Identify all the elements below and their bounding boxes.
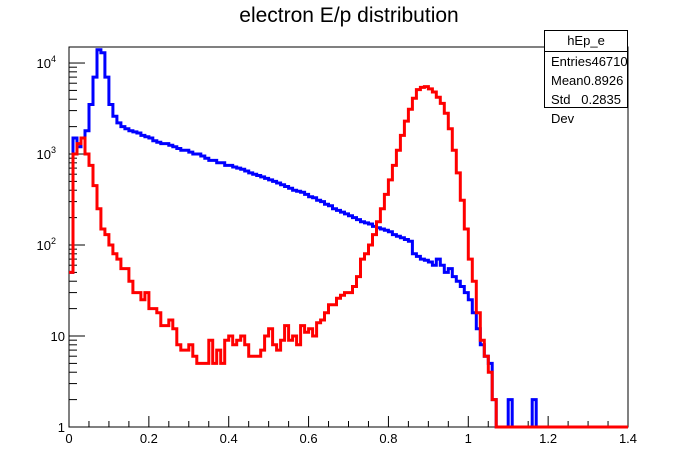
y-tick-label: 104 <box>37 54 56 71</box>
x-tick-label: 1.2 <box>539 431 557 446</box>
x-tick-label: 0.8 <box>379 431 397 446</box>
stats-row-entries: Entries 46710 <box>545 52 628 71</box>
stats-box: hEp_e Entries 46710 Mean 0.8926 Std Dev … <box>544 30 628 126</box>
x-tick-label: 1 <box>465 431 472 446</box>
stats-box-title: hEp_e <box>545 31 627 52</box>
stats-value-stddev: 0.2835 <box>581 92 621 107</box>
stats-label-entries: Entries <box>551 54 592 69</box>
stats-value-mean: 0.8926 <box>583 73 624 88</box>
stats-label-stddev: Std Dev <box>551 92 575 126</box>
x-tick-label: 0.6 <box>300 431 318 446</box>
x-tick-label: 0.4 <box>220 431 238 446</box>
stats-row-mean: Mean 0.8926 <box>545 71 627 90</box>
y-tick-label: 1 <box>58 420 65 435</box>
stats-row-stddev: Std Dev 0.2835 <box>545 90 627 126</box>
histogram-series-2 <box>69 85 628 429</box>
chart-title: electron E/p distribution <box>239 4 458 27</box>
x-tick-label: 0 <box>65 431 72 446</box>
y-tick-label: 10 <box>51 329 65 344</box>
series-layer <box>69 48 628 429</box>
stats-value-entries: 46710 <box>591 54 628 69</box>
x-tick-label: 1.4 <box>619 431 637 446</box>
y-tick-label: 103 <box>37 145 56 162</box>
axes: 0 0.2 0.4 0.6 0.8 1 1.2 1.4 1 10 102 103 104 <box>37 46 637 446</box>
y-tick-label: 102 <box>37 236 56 253</box>
x-tick-label: 0.2 <box>140 431 158 446</box>
stats-label-mean: Mean <box>551 73 584 88</box>
